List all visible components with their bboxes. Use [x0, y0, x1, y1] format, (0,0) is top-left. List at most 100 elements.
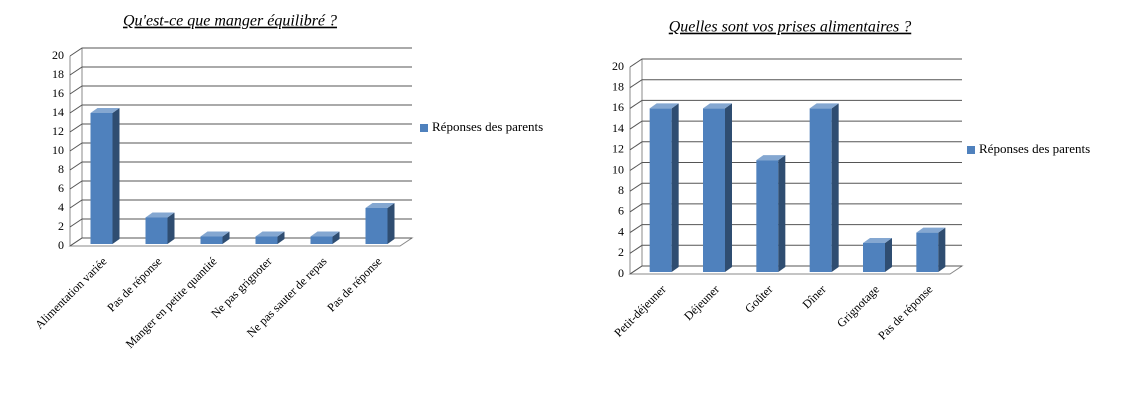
- bar-top: [649, 103, 679, 109]
- bar-side: [332, 231, 340, 244]
- x-tick-label: Pas de réponse: [104, 254, 164, 314]
- floor: [628, 265, 964, 275]
- grid-line: [69, 142, 412, 152]
- bar: [310, 231, 340, 244]
- x-tick-label: Grignotage: [834, 282, 882, 330]
- floor: [68, 237, 414, 247]
- bar: [916, 227, 946, 272]
- bar-top: [200, 231, 230, 237]
- bar-side: [885, 237, 892, 272]
- grid-line: [629, 265, 962, 275]
- grid-line: [629, 141, 962, 151]
- bar-front: [703, 108, 725, 273]
- y-tick-label: 12: [612, 142, 624, 156]
- y-tick-label: 18: [612, 79, 624, 93]
- grid-line: [629, 58, 962, 68]
- grid-line: [629, 244, 962, 254]
- y-tick-label: 4: [618, 224, 624, 238]
- y-tick-label: 18: [52, 67, 64, 81]
- bar-top: [703, 103, 732, 109]
- bar-side: [222, 231, 230, 244]
- bar-top: [756, 155, 786, 161]
- y-tick-label: 8: [618, 183, 624, 197]
- bar: [365, 203, 395, 244]
- y-tick-label: 6: [58, 181, 64, 195]
- grid-line: [69, 47, 412, 57]
- bar: [863, 237, 892, 272]
- grid-line: [69, 161, 412, 171]
- bar-side: [277, 231, 285, 244]
- y-tick-label: 12: [52, 124, 64, 138]
- bar: [809, 103, 839, 273]
- grid-line: [629, 162, 962, 171]
- grid-line: [69, 123, 412, 133]
- grid-line: [69, 237, 412, 247]
- bar-front: [649, 108, 672, 273]
- bar-top: [310, 231, 340, 237]
- bar-front: [255, 236, 278, 244]
- bar-front: [756, 160, 779, 272]
- bar: [255, 231, 285, 244]
- y-tick-label: 2: [618, 245, 624, 259]
- bar-side: [831, 103, 839, 273]
- chart-title: Quelles sont vos prises alimentaires ?: [669, 19, 912, 36]
- y-tick-label: 16: [52, 86, 64, 100]
- legend-swatch: [420, 124, 428, 132]
- bar-front: [365, 208, 388, 244]
- grid-line: [629, 120, 962, 130]
- bar-side: [112, 108, 120, 244]
- grid-line: [629, 224, 962, 234]
- bar: [649, 103, 679, 273]
- bar: [145, 212, 175, 244]
- y-tick-label: 20: [612, 59, 624, 73]
- bar: [200, 231, 230, 244]
- grid-line: [69, 85, 412, 95]
- bar-top: [809, 103, 839, 109]
- bar-side: [387, 203, 395, 244]
- y-tick-label: 4: [58, 200, 64, 214]
- grid-line: [69, 180, 412, 190]
- legend-swatch: [967, 146, 975, 154]
- y-tick-label: 6: [618, 204, 624, 218]
- chart-title: Qu'est-ce que manger équilibré ?: [123, 13, 337, 30]
- bar-front: [310, 236, 333, 244]
- bar: [703, 103, 732, 273]
- bar: [756, 155, 786, 272]
- x-tick-label: Alimentation variée: [32, 254, 110, 332]
- bar-front: [863, 242, 885, 272]
- grid-line: [629, 99, 962, 109]
- y-tick-label: 14: [612, 121, 624, 135]
- bar-side: [725, 103, 732, 273]
- x-tick-label: Manger en petite quantité: [123, 254, 220, 351]
- grid-line: [69, 218, 412, 228]
- legend-label: Réponses des parents: [979, 141, 1090, 156]
- legend-label: Réponses des parents: [432, 119, 543, 134]
- grid-line: [69, 104, 412, 114]
- grid-line: [629, 182, 962, 192]
- bar-top: [916, 227, 946, 233]
- y-tick-label: 20: [52, 48, 64, 62]
- bar-top: [255, 231, 285, 237]
- grid-line: [69, 199, 412, 209]
- grid-line: [69, 66, 412, 76]
- y-tick-label: 0: [58, 238, 64, 252]
- grid-line: [629, 79, 962, 89]
- bar-front: [200, 236, 223, 244]
- bar-side: [167, 212, 175, 244]
- y-tick-label: 14: [52, 105, 64, 119]
- y-tick-label: 10: [52, 143, 64, 157]
- x-tick-label: Dîner: [800, 282, 829, 311]
- y-tick-label: 10: [612, 162, 624, 176]
- bar: [90, 108, 120, 244]
- bar-front: [145, 217, 168, 244]
- x-tick-label: Pas de réponse: [324, 254, 384, 314]
- y-tick-label: 0: [618, 266, 624, 280]
- bar-top: [145, 212, 175, 218]
- bar-top: [365, 203, 395, 208]
- bar-front: [809, 108, 832, 273]
- bar-top: [90, 108, 120, 113]
- grid-line: [629, 203, 962, 213]
- y-tick-label: 8: [58, 162, 64, 176]
- x-tick-label: Pas de réponse: [875, 282, 935, 342]
